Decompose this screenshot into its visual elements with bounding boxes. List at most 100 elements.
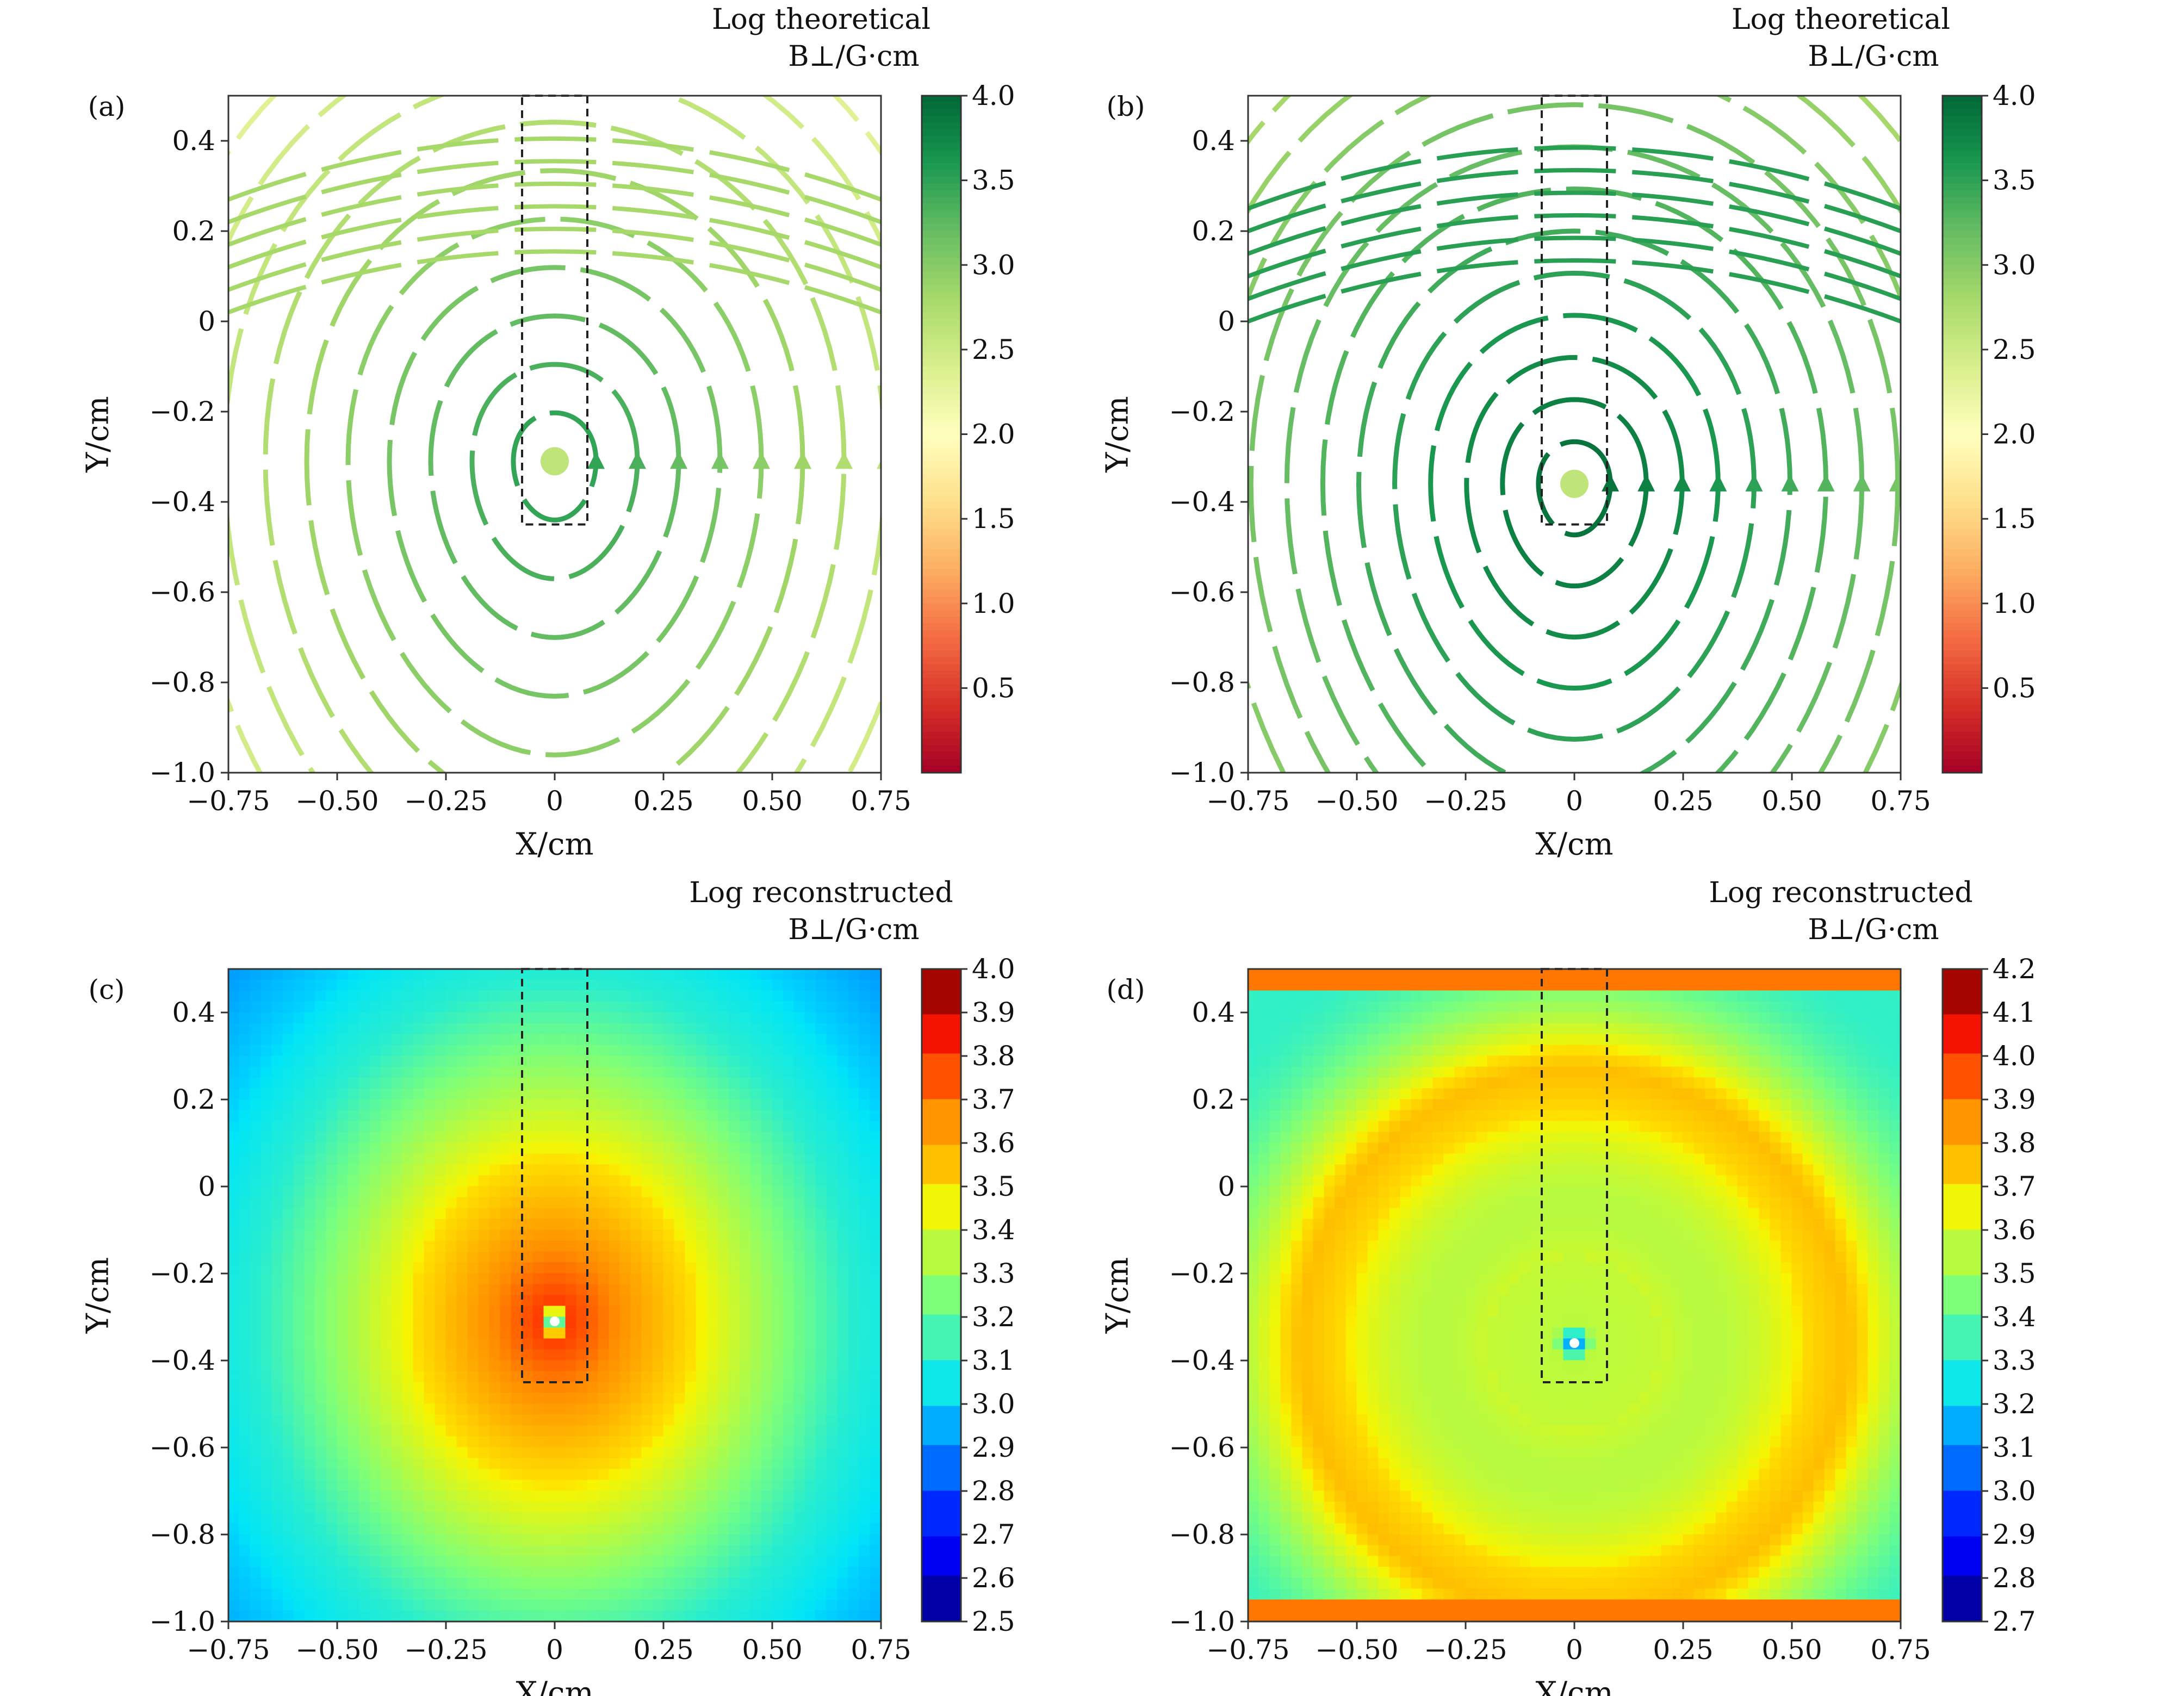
heatmap-cell xyxy=(859,1153,871,1165)
colorbar-segment xyxy=(922,352,961,361)
heatmap-cell xyxy=(522,1425,533,1437)
heatmap-cell xyxy=(337,969,349,980)
heatmap-cell xyxy=(522,1501,533,1513)
heatmap-cell xyxy=(532,979,544,991)
heatmap-cell xyxy=(250,1414,262,1426)
heatmap-cell xyxy=(369,1023,381,1035)
heatmap-cell xyxy=(565,1229,577,1241)
heatmap-cell xyxy=(1302,1110,1314,1122)
heatmap-cell xyxy=(380,1523,392,1535)
heatmap-cell xyxy=(1302,969,1314,980)
heatmap-cell xyxy=(793,1262,805,1274)
heatmap-cell xyxy=(598,1295,610,1307)
heatmap-cell xyxy=(511,1327,523,1339)
heatmap-cell xyxy=(576,1034,588,1046)
heatmap-cell xyxy=(652,1425,664,1437)
heatmap-cell xyxy=(728,1088,740,1100)
heatmap-cell xyxy=(358,1186,370,1198)
heatmap-cell xyxy=(250,1349,262,1361)
heatmap-cell xyxy=(1248,1436,1259,1448)
heatmap-cell xyxy=(1313,1121,1325,1133)
heatmap-cell xyxy=(456,1012,468,1024)
heatmap-cell xyxy=(761,1306,773,1318)
heatmap-cell xyxy=(543,1599,555,1611)
heatmap-cell xyxy=(369,1132,381,1144)
heatmap-cell xyxy=(804,1219,816,1231)
heatmap-cell xyxy=(652,1556,664,1568)
heatmap-cell xyxy=(522,1273,533,1285)
heatmap-cell xyxy=(761,1110,773,1122)
colorbar-segment xyxy=(1943,474,1982,482)
heatmap-cell xyxy=(326,1501,338,1513)
heatmap-cell xyxy=(1389,1186,1401,1198)
heatmap-cell xyxy=(271,1393,283,1405)
heatmap-cell xyxy=(728,1436,740,1448)
heatmap-cell xyxy=(1356,1327,1368,1339)
heatmap-cell xyxy=(761,1034,773,1046)
heatmap-cell xyxy=(1335,1512,1347,1524)
heatmap-cell xyxy=(663,1034,675,1046)
heatmap-cell xyxy=(1345,1229,1357,1241)
heatmap-cell xyxy=(348,1545,359,1557)
heatmap-cell xyxy=(1280,1229,1292,1241)
heatmap-cell xyxy=(804,1599,816,1611)
heatmap-cell xyxy=(1367,1501,1379,1513)
heatmap-cell xyxy=(532,1295,544,1307)
heatmap-cell xyxy=(511,1164,523,1176)
heatmap-cell xyxy=(1335,1066,1347,1078)
panel-1: −0.75 −0.50 −0.25 0 0.25 0.50 0.75−1.0−0.8−0.6… xyxy=(1100,3,2036,862)
heatmap-cell xyxy=(1291,1306,1303,1318)
heatmap-cell xyxy=(413,1121,425,1133)
heatmap-cell xyxy=(250,1001,262,1013)
heatmap-cell xyxy=(1258,1045,1270,1057)
heatmap-cell xyxy=(522,1556,533,1568)
heatmap-cell xyxy=(478,1316,490,1328)
heatmap-cell xyxy=(522,1012,533,1024)
heatmap-cell xyxy=(1258,1251,1270,1263)
heatmap-cell xyxy=(369,1208,381,1220)
heatmap-cell xyxy=(674,1567,686,1579)
heatmap-cell xyxy=(554,1327,566,1339)
heatmap-cell xyxy=(619,1512,631,1524)
x-axis-label: X/cm xyxy=(1535,827,1613,862)
heatmap-cell xyxy=(500,1229,512,1241)
heatmap-cell xyxy=(348,1175,359,1187)
x-tick-label: −0.25 xyxy=(404,1634,487,1666)
heatmap-cell xyxy=(772,1458,784,1470)
heatmap-cell xyxy=(489,1480,501,1492)
heatmap-cell xyxy=(1302,1490,1314,1502)
heatmap-cell xyxy=(837,1012,849,1024)
heatmap-cell xyxy=(587,1012,599,1024)
heatmap-cell xyxy=(1378,1316,1390,1328)
heatmap-cell xyxy=(1335,1077,1347,1089)
heatmap-cell xyxy=(685,1436,697,1448)
heatmap-cell xyxy=(859,1512,871,1524)
heatmap-cell xyxy=(641,1295,653,1307)
heatmap-cell xyxy=(413,1360,425,1372)
heatmap-cell xyxy=(337,1327,349,1339)
heatmap-cell xyxy=(380,1034,392,1046)
heatmap-cell xyxy=(717,1469,729,1481)
heatmap-cell xyxy=(369,1251,381,1263)
heatmap-cell xyxy=(445,1240,457,1252)
heatmap-cell xyxy=(706,1556,718,1568)
colorbar-segment xyxy=(1943,556,1982,563)
heatmap-cell xyxy=(772,1469,784,1481)
colorbar-segment xyxy=(1943,278,1982,286)
heatmap-cell xyxy=(228,1545,240,1557)
heatmap-cell xyxy=(826,1403,838,1415)
heatmap-cell xyxy=(511,1229,523,1241)
heatmap-cell xyxy=(1345,1023,1357,1035)
heatmap-cell xyxy=(271,1001,283,1013)
heatmap-cell xyxy=(717,1349,729,1361)
heatmap-cell xyxy=(663,1403,675,1415)
heatmap-cell xyxy=(522,1055,533,1067)
heatmap-cell xyxy=(848,1490,860,1502)
heatmap-cell xyxy=(282,1382,294,1394)
heatmap-cell xyxy=(315,1371,327,1383)
heatmap-cell xyxy=(826,1055,838,1067)
heatmap-cell xyxy=(1345,1175,1357,1187)
heatmap-cell xyxy=(511,1295,523,1307)
heatmap-cell xyxy=(1356,1567,1368,1579)
heatmap-cell xyxy=(728,1469,740,1481)
